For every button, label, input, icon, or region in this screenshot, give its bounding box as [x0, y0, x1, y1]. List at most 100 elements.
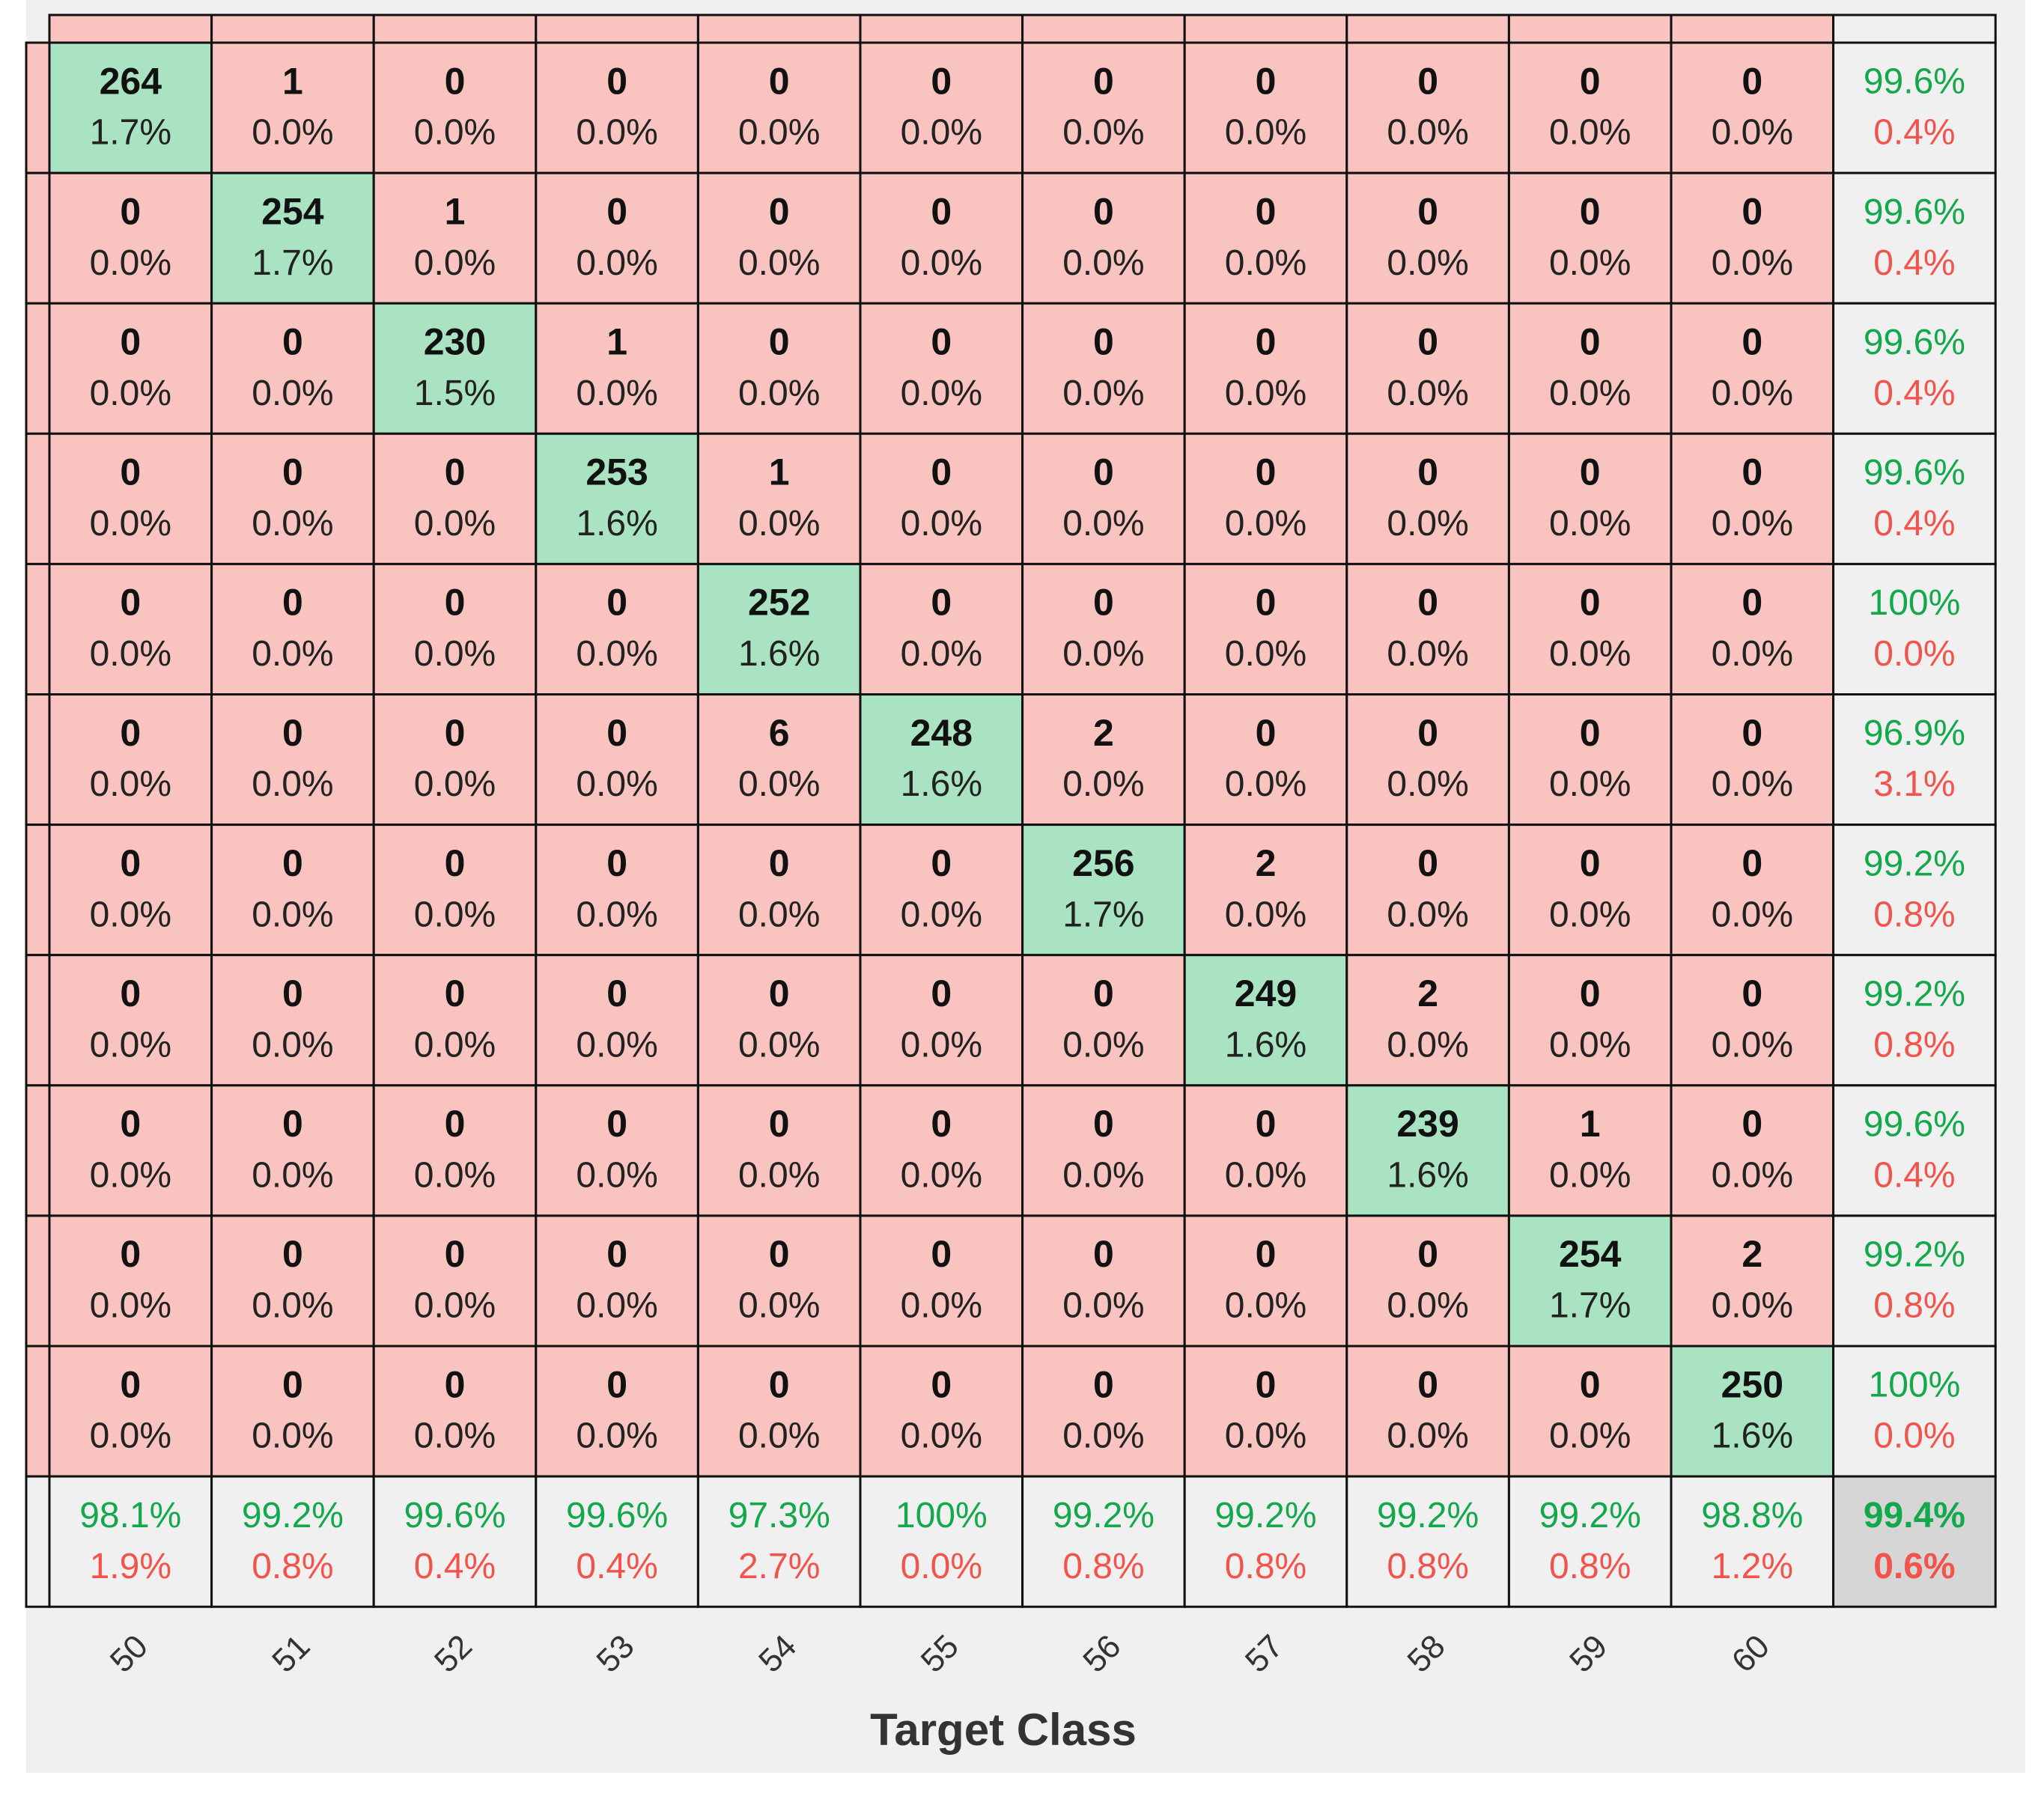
cell-count: 0: [1093, 60, 1114, 102]
column-wrong: 0.4%: [576, 1547, 657, 1586]
cell-percent: 0.0%: [1387, 504, 1468, 544]
row-wrong: 0.4%: [1873, 243, 1955, 283]
cell-percent: 1.6%: [576, 504, 657, 544]
cell-percent: 0.0%: [1712, 374, 1793, 413]
cell-percent: 0.0%: [738, 1156, 820, 1196]
column-wrong: 0.4%: [414, 1547, 496, 1586]
cell-percent: 0.0%: [1712, 243, 1793, 283]
cell-count: 0: [445, 1363, 466, 1405]
column-correct: 99.2%: [242, 1496, 344, 1535]
cell-percent: 0.0%: [252, 764, 333, 804]
cell: [1507, 41, 1673, 174]
cell-count: 1: [606, 320, 627, 362]
row-correct: 99.2%: [1864, 974, 1965, 1014]
cell-percent: 0.0%: [252, 1156, 333, 1196]
row-wrong: 0.4%: [1873, 504, 1955, 544]
cell-count: 0: [606, 1233, 627, 1275]
row-correct: 96.9%: [1864, 713, 1965, 753]
cell-count: 1: [1580, 1103, 1601, 1145]
cell-percent: 0.0%: [576, 895, 657, 934]
cell-count: 0: [606, 60, 627, 102]
cell-percent: 0.0%: [1387, 113, 1468, 153]
cell: [210, 562, 375, 696]
cell-percent: 0.0%: [738, 1416, 820, 1456]
cell-count: 0: [931, 1103, 952, 1145]
cell-count: 0: [1580, 320, 1601, 362]
cell-count: 0: [120, 842, 141, 884]
cell-count: 1: [445, 190, 466, 232]
cell-count: 0: [1580, 712, 1601, 754]
cell-edge: [1345, 13, 1510, 44]
cell-percent: 0.0%: [90, 1286, 171, 1326]
column-correct: 98.1%: [79, 1496, 181, 1535]
cell-count: 0: [1256, 60, 1277, 102]
column-correct: 97.3%: [729, 1496, 830, 1535]
cell-percent: 0.0%: [1062, 1286, 1144, 1326]
cell-count: 0: [1417, 451, 1438, 493]
cell-count: 250: [1721, 1363, 1783, 1405]
cell-count: 0: [445, 972, 466, 1014]
cell-count: 0: [769, 320, 790, 362]
cell-count: 0: [120, 190, 141, 232]
cell-percent: 0.0%: [1549, 764, 1631, 804]
cell-count: 0: [1742, 842, 1762, 884]
cell-count: 0: [1742, 451, 1762, 493]
cell-percent: 0.0%: [414, 634, 496, 674]
cell-count: 0: [120, 1233, 141, 1275]
column-summary: [1183, 1475, 1348, 1608]
cell: [48, 1345, 213, 1478]
cell: [210, 693, 375, 827]
cell-percent: 0.0%: [252, 1416, 333, 1456]
cell-percent: 0.0%: [90, 764, 171, 804]
cell-percent: 0.0%: [738, 374, 820, 413]
cell-edge: [25, 432, 51, 565]
cell: [696, 1084, 862, 1217]
cell: [1021, 171, 1186, 305]
cell: [1183, 824, 1348, 957]
cell-percent: 0.0%: [901, 1416, 982, 1456]
cell-count: 0: [445, 1103, 466, 1145]
cell-count: 0: [1256, 451, 1277, 493]
cell-percent: 0.0%: [90, 895, 171, 934]
cell-percent: 0.0%: [1225, 1286, 1307, 1326]
cell-percent: 0.0%: [90, 243, 171, 283]
cell-count: 0: [120, 972, 141, 1014]
cell: [48, 302, 213, 435]
cell: [1183, 171, 1348, 305]
cell-edge: [1832, 13, 1997, 44]
cell-percent: 0.0%: [1225, 1416, 1307, 1456]
cell: [48, 562, 213, 696]
row-wrong: 0.0%: [1873, 634, 1955, 674]
cell: [1021, 562, 1186, 696]
cell-edge: [25, 1345, 51, 1478]
cell: [210, 432, 375, 565]
cell-count: 0: [445, 842, 466, 884]
cell-count: 0: [282, 1233, 303, 1275]
cell-percent: 0.0%: [901, 1025, 982, 1065]
cell-percent: 1.7%: [252, 243, 333, 283]
cell: [859, 1345, 1024, 1478]
cell: [1021, 1214, 1186, 1348]
row-wrong: 0.4%: [1873, 374, 1955, 413]
cell-percent: 0.0%: [1225, 634, 1307, 674]
cell-count: 0: [1256, 712, 1277, 754]
cell-percent: 0.0%: [1225, 113, 1307, 153]
column-wrong: 1.2%: [1712, 1547, 1793, 1586]
row-correct: 100%: [1869, 583, 1961, 623]
cell-count: 0: [445, 712, 466, 754]
cell-percent: 0.0%: [1712, 1156, 1793, 1196]
row-summary: [1832, 1084, 1997, 1217]
cell-percent: 0.0%: [1062, 243, 1144, 283]
cell: [372, 1214, 538, 1348]
cell-percent: 0.0%: [1549, 374, 1631, 413]
cell-percent: 0.0%: [1712, 634, 1793, 674]
cell-percent: 0.0%: [1225, 764, 1307, 804]
cell-count: 256: [1072, 842, 1134, 884]
row-correct: 99.2%: [1864, 844, 1965, 883]
cell-percent: 0.0%: [414, 1286, 496, 1326]
column-summary: [859, 1475, 1024, 1608]
cell-count: 0: [1417, 582, 1438, 624]
cell: [1021, 432, 1186, 565]
cell-count: 0: [1742, 1103, 1762, 1145]
cell-count: 0: [606, 190, 627, 232]
